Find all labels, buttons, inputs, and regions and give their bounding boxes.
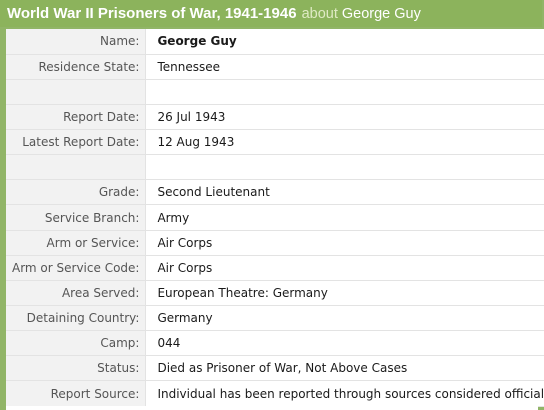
table-continuation: [6, 406, 538, 410]
table-row: Service Branch: Army: [6, 204, 544, 231]
row-value: [145, 79, 544, 105]
table-row: Report Date: 26 Jul 1943: [6, 104, 544, 131]
table-row: Grade: Second Lieutenant: [6, 179, 544, 206]
row-value: 044: [145, 330, 544, 357]
row-value: 26 Jul 1943: [145, 104, 544, 131]
record-details-table: Name: George Guy Residence State: Tennes…: [6, 29, 544, 407]
row-label: Latest Report Date:: [6, 129, 147, 156]
row-label: Arm or Service:: [6, 230, 147, 256]
row-label: Residence State:: [6, 54, 147, 80]
record-header: World War II Prisoners of War, 1941-1946…: [0, 0, 542, 27]
row-label: Arm or Service Code:: [6, 255, 147, 281]
about-text: about: [301, 5, 338, 22]
row-value: Died as Prisoner of War, Not Above Cases: [145, 355, 544, 382]
row-value: [145, 154, 544, 181]
row-value: Air Corps: [145, 230, 544, 256]
row-value: European Theatre: Germany: [145, 280, 544, 307]
table-row-spacer: [6, 154, 544, 181]
row-value: Germany: [145, 305, 544, 332]
table-row: Arm or Service: Air Corps: [6, 230, 544, 256]
table-row: Camp: 044: [6, 330, 544, 357]
person-name-link[interactable]: George Guy: [341, 5, 421, 22]
table-row: Arm or Service Code: Air Corps: [6, 255, 544, 281]
row-label: Name:: [6, 29, 147, 55]
row-label: Service Branch:: [6, 204, 147, 231]
row-value: Tennessee: [145, 54, 544, 80]
row-value: Individual has been reported through sou…: [145, 380, 544, 407]
row-label: Camp:: [6, 330, 147, 357]
row-label: [6, 79, 147, 105]
row-value: Second Lieutenant: [145, 179, 544, 206]
table-row: Name: George Guy: [6, 29, 544, 55]
row-label: Detaining Country:: [6, 305, 147, 332]
row-label: [6, 154, 147, 181]
table-row: Latest Report Date: 12 Aug 1943: [6, 129, 544, 156]
row-value: Army: [145, 204, 544, 231]
row-label: Report Source:: [6, 380, 147, 407]
row-value: George Guy: [145, 29, 544, 55]
row-value: 12 Aug 1943: [145, 129, 544, 156]
table-row: Residence State: Tennessee: [6, 54, 544, 80]
row-label: Grade:: [6, 179, 147, 206]
row-value: Air Corps: [145, 255, 544, 281]
table-row-spacer: [6, 79, 544, 105]
table-row: Status: Died as Prisoner of War, Not Abo…: [6, 355, 544, 382]
row-label: Status:: [6, 355, 147, 382]
row-label: Report Date:: [6, 104, 147, 131]
collection-title[interactable]: World War II Prisoners of War, 1941-1946: [7, 5, 297, 22]
table-row: Area Served: European Theatre: Germany: [6, 280, 544, 307]
table-row: Detaining Country: Germany: [6, 305, 544, 332]
table-row: Report Source: Individual has been repor…: [6, 380, 544, 407]
row-label: Area Served:: [6, 280, 147, 307]
